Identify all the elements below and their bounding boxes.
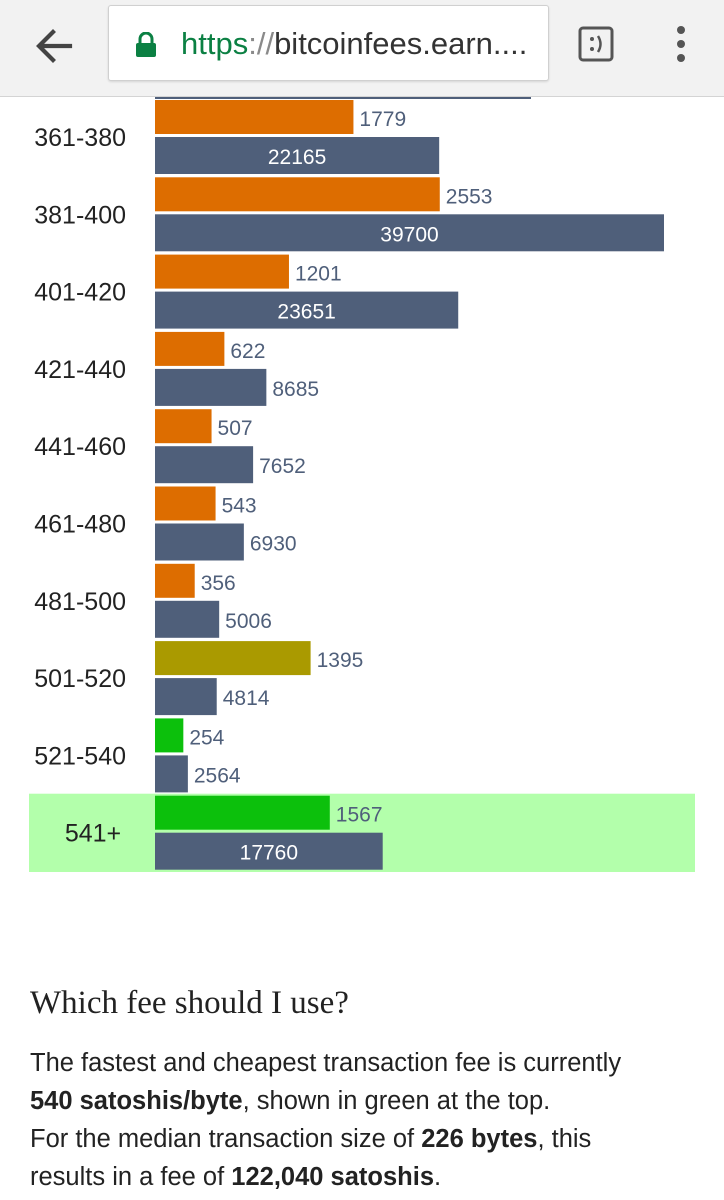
fee-bar <box>155 331 225 366</box>
category-label: 401-420 <box>34 279 126 307</box>
tx-bar <box>155 600 220 638</box>
fee-bar <box>155 254 289 289</box>
tx-bar <box>155 523 244 561</box>
fee-bar <box>155 718 184 753</box>
tx-bar <box>155 755 188 793</box>
median-size: 226 bytes <box>421 1125 538 1153</box>
line3-text: For the median transaction size of <box>30 1125 415 1153</box>
browser-toolbar: https://bitcoinfees.earn.... <box>0 0 724 97</box>
category-label: 381-400 <box>34 201 126 229</box>
category-label: 501-520 <box>34 665 126 693</box>
url-text: https://bitcoinfees.earn.... <box>181 26 527 62</box>
fee-bar <box>155 486 216 521</box>
tx-bar-label: 2564 <box>194 764 241 787</box>
fee-bar <box>155 177 440 212</box>
tx-bar-label: 23651 <box>277 301 335 324</box>
category-label: 441-460 <box>34 433 126 461</box>
line3-suffix: , this <box>537 1125 592 1153</box>
reader-mode-icon[interactable] <box>578 26 614 62</box>
fee-bar <box>155 795 330 830</box>
tx-bar <box>155 446 254 484</box>
tx-bar-label: 8685 <box>272 378 319 401</box>
url-host: bitcoinfees.earn.... <box>274 26 528 61</box>
section-heading: Which fee should I use? <box>30 985 349 1021</box>
line2-text: , shown in green at the top. <box>242 1087 551 1115</box>
category-label: 481-500 <box>34 588 126 616</box>
fee-bar-label: 356 <box>201 572 236 595</box>
tx-bar-label: 5006 <box>225 610 272 633</box>
fee-explanation: The fastest and cheapest transaction fee… <box>30 1044 720 1196</box>
fee-bar-label: 622 <box>230 340 265 363</box>
back-arrow-icon[interactable] <box>30 22 78 70</box>
fee-bar-label: 1567 <box>336 804 383 827</box>
tx-bar-label: 4814 <box>223 687 270 710</box>
fee-bar-label: 1201 <box>295 263 342 286</box>
category-label: 361-380 <box>34 124 126 152</box>
fee-bar <box>155 641 311 676</box>
line4-suffix: . <box>434 1163 442 1191</box>
fee-bar-label: 2553 <box>446 185 493 208</box>
fee-histogram-svg: 361-380 1779 22165 381-400 2553 39700 401-420 1… <box>29 97 695 872</box>
category-label: 421-440 <box>34 356 126 384</box>
overflow-menu-icon[interactable] <box>670 22 692 66</box>
url-scheme: https <box>181 26 249 61</box>
fee-bar-label: 507 <box>218 417 253 440</box>
url-separator: :// <box>248 26 275 61</box>
tx-bar <box>155 214 664 252</box>
fee-bar <box>155 409 212 444</box>
fee-bar <box>155 100 354 134</box>
fee-rate: 540 satoshis/byte <box>30 1087 243 1115</box>
fee-bar <box>155 563 195 598</box>
fee-histogram-chart: 361-380 1779 22165 381-400 2553 39700 401-420 1… <box>0 97 724 877</box>
total-fee: 122,040 satoshis <box>231 1163 435 1191</box>
category-label: 521-540 <box>34 742 126 770</box>
tx-bar-label: 7652 <box>259 455 306 478</box>
line4-text: results in a fee of <box>30 1163 225 1191</box>
line1-text: The fastest and cheapest transaction fee… <box>30 1049 622 1077</box>
category-label: 461-480 <box>34 511 126 539</box>
fee-bar-label: 254 <box>189 726 224 749</box>
tx-bar-label: 17760 <box>240 842 298 865</box>
tx-bar-label: 39700 <box>380 223 438 246</box>
category-label: 541+ <box>65 820 121 848</box>
tx-bar-label: 6930 <box>250 533 297 556</box>
tx-bar <box>155 678 217 716</box>
tx-bar <box>155 368 267 406</box>
lock-icon <box>136 32 156 57</box>
tx-bar <box>155 137 440 174</box>
tx-bar <box>155 291 459 329</box>
tx-bar-label: 22165 <box>268 146 326 169</box>
fee-bar-label: 1395 <box>317 649 364 672</box>
fee-bar-label: 543 <box>222 495 257 518</box>
tx-bar <box>155 832 383 870</box>
previous-row-bar <box>155 97 531 99</box>
address-bar[interactable]: https://bitcoinfees.earn.... <box>108 5 549 81</box>
fee-bar-label: 1779 <box>359 108 406 131</box>
